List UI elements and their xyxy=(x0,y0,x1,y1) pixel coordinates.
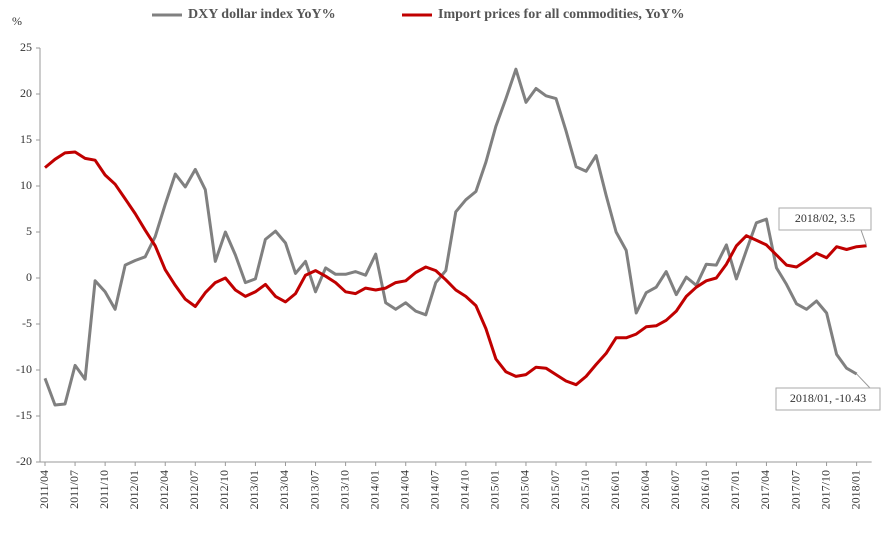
x-tick-label: 2013/07 xyxy=(307,470,321,509)
annotation-box xyxy=(775,387,881,411)
annotation-box xyxy=(778,207,872,231)
y-tick-label: -20 xyxy=(16,454,32,468)
y-tick-label: 0 xyxy=(26,270,32,284)
x-tick-label: 2016/10 xyxy=(698,470,712,509)
x-tick-label: 2016/01 xyxy=(608,470,622,509)
x-tick-label: 2016/07 xyxy=(668,470,682,509)
y-tick-label: 15 xyxy=(20,132,32,146)
x-tick-label: 2013/10 xyxy=(337,470,351,509)
x-tick-label: 2015/10 xyxy=(578,470,592,509)
x-tick-label: 2012/01 xyxy=(127,470,141,509)
x-tick-label: 2014/07 xyxy=(428,470,442,509)
x-tick-label: 2011/10 xyxy=(97,470,111,509)
y-axis-label: % xyxy=(12,14,22,28)
annotation-leader xyxy=(860,229,868,246)
y-tick-label: -5 xyxy=(22,316,32,330)
x-tick-label: 2015/07 xyxy=(548,470,562,509)
x-tick-label: 2017/01 xyxy=(728,470,742,509)
annotation-text: 2018/02, 3.5 xyxy=(795,211,855,225)
series-line xyxy=(44,150,867,387)
series-line xyxy=(43,67,858,407)
y-tick-label: 25 xyxy=(20,40,32,54)
x-tick-label: 2014/01 xyxy=(367,470,381,509)
x-tick-label: 2014/10 xyxy=(458,470,472,509)
x-tick-label: 2012/04 xyxy=(157,470,171,509)
legend-label: Import prices for all commodities, YoY% xyxy=(438,7,685,22)
y-tick-label: -15 xyxy=(16,408,32,422)
y-tick-label: -10 xyxy=(16,362,32,376)
x-tick-label: 2011/04 xyxy=(37,470,51,509)
x-tick-label: 2015/04 xyxy=(518,470,532,509)
x-tick-label: 2017/10 xyxy=(818,470,832,509)
x-tick-label: 2017/04 xyxy=(758,470,772,509)
x-tick-label: 2017/07 xyxy=(788,470,802,509)
x-tick-label: 2016/04 xyxy=(638,470,652,509)
annotation-leader xyxy=(856,373,871,389)
y-tick-label: 5 xyxy=(26,224,32,238)
annotation-text: 2018/01, -10.43 xyxy=(790,391,866,405)
y-tick-label: 10 xyxy=(20,178,32,192)
x-tick-label: 2012/10 xyxy=(217,470,231,509)
legend-label: DXY dollar index YoY% xyxy=(188,7,336,22)
x-tick-label: 2018/01 xyxy=(848,470,862,509)
x-tick-label: 2014/04 xyxy=(397,470,411,509)
y-tick-label: 20 xyxy=(20,86,32,100)
x-tick-label: 2015/01 xyxy=(488,470,502,509)
x-tick-label: 2011/07 xyxy=(67,470,81,509)
x-tick-label: 2012/07 xyxy=(187,470,201,509)
x-tick-label: 2013/01 xyxy=(247,470,261,509)
x-tick-label: 2013/04 xyxy=(277,470,291,509)
